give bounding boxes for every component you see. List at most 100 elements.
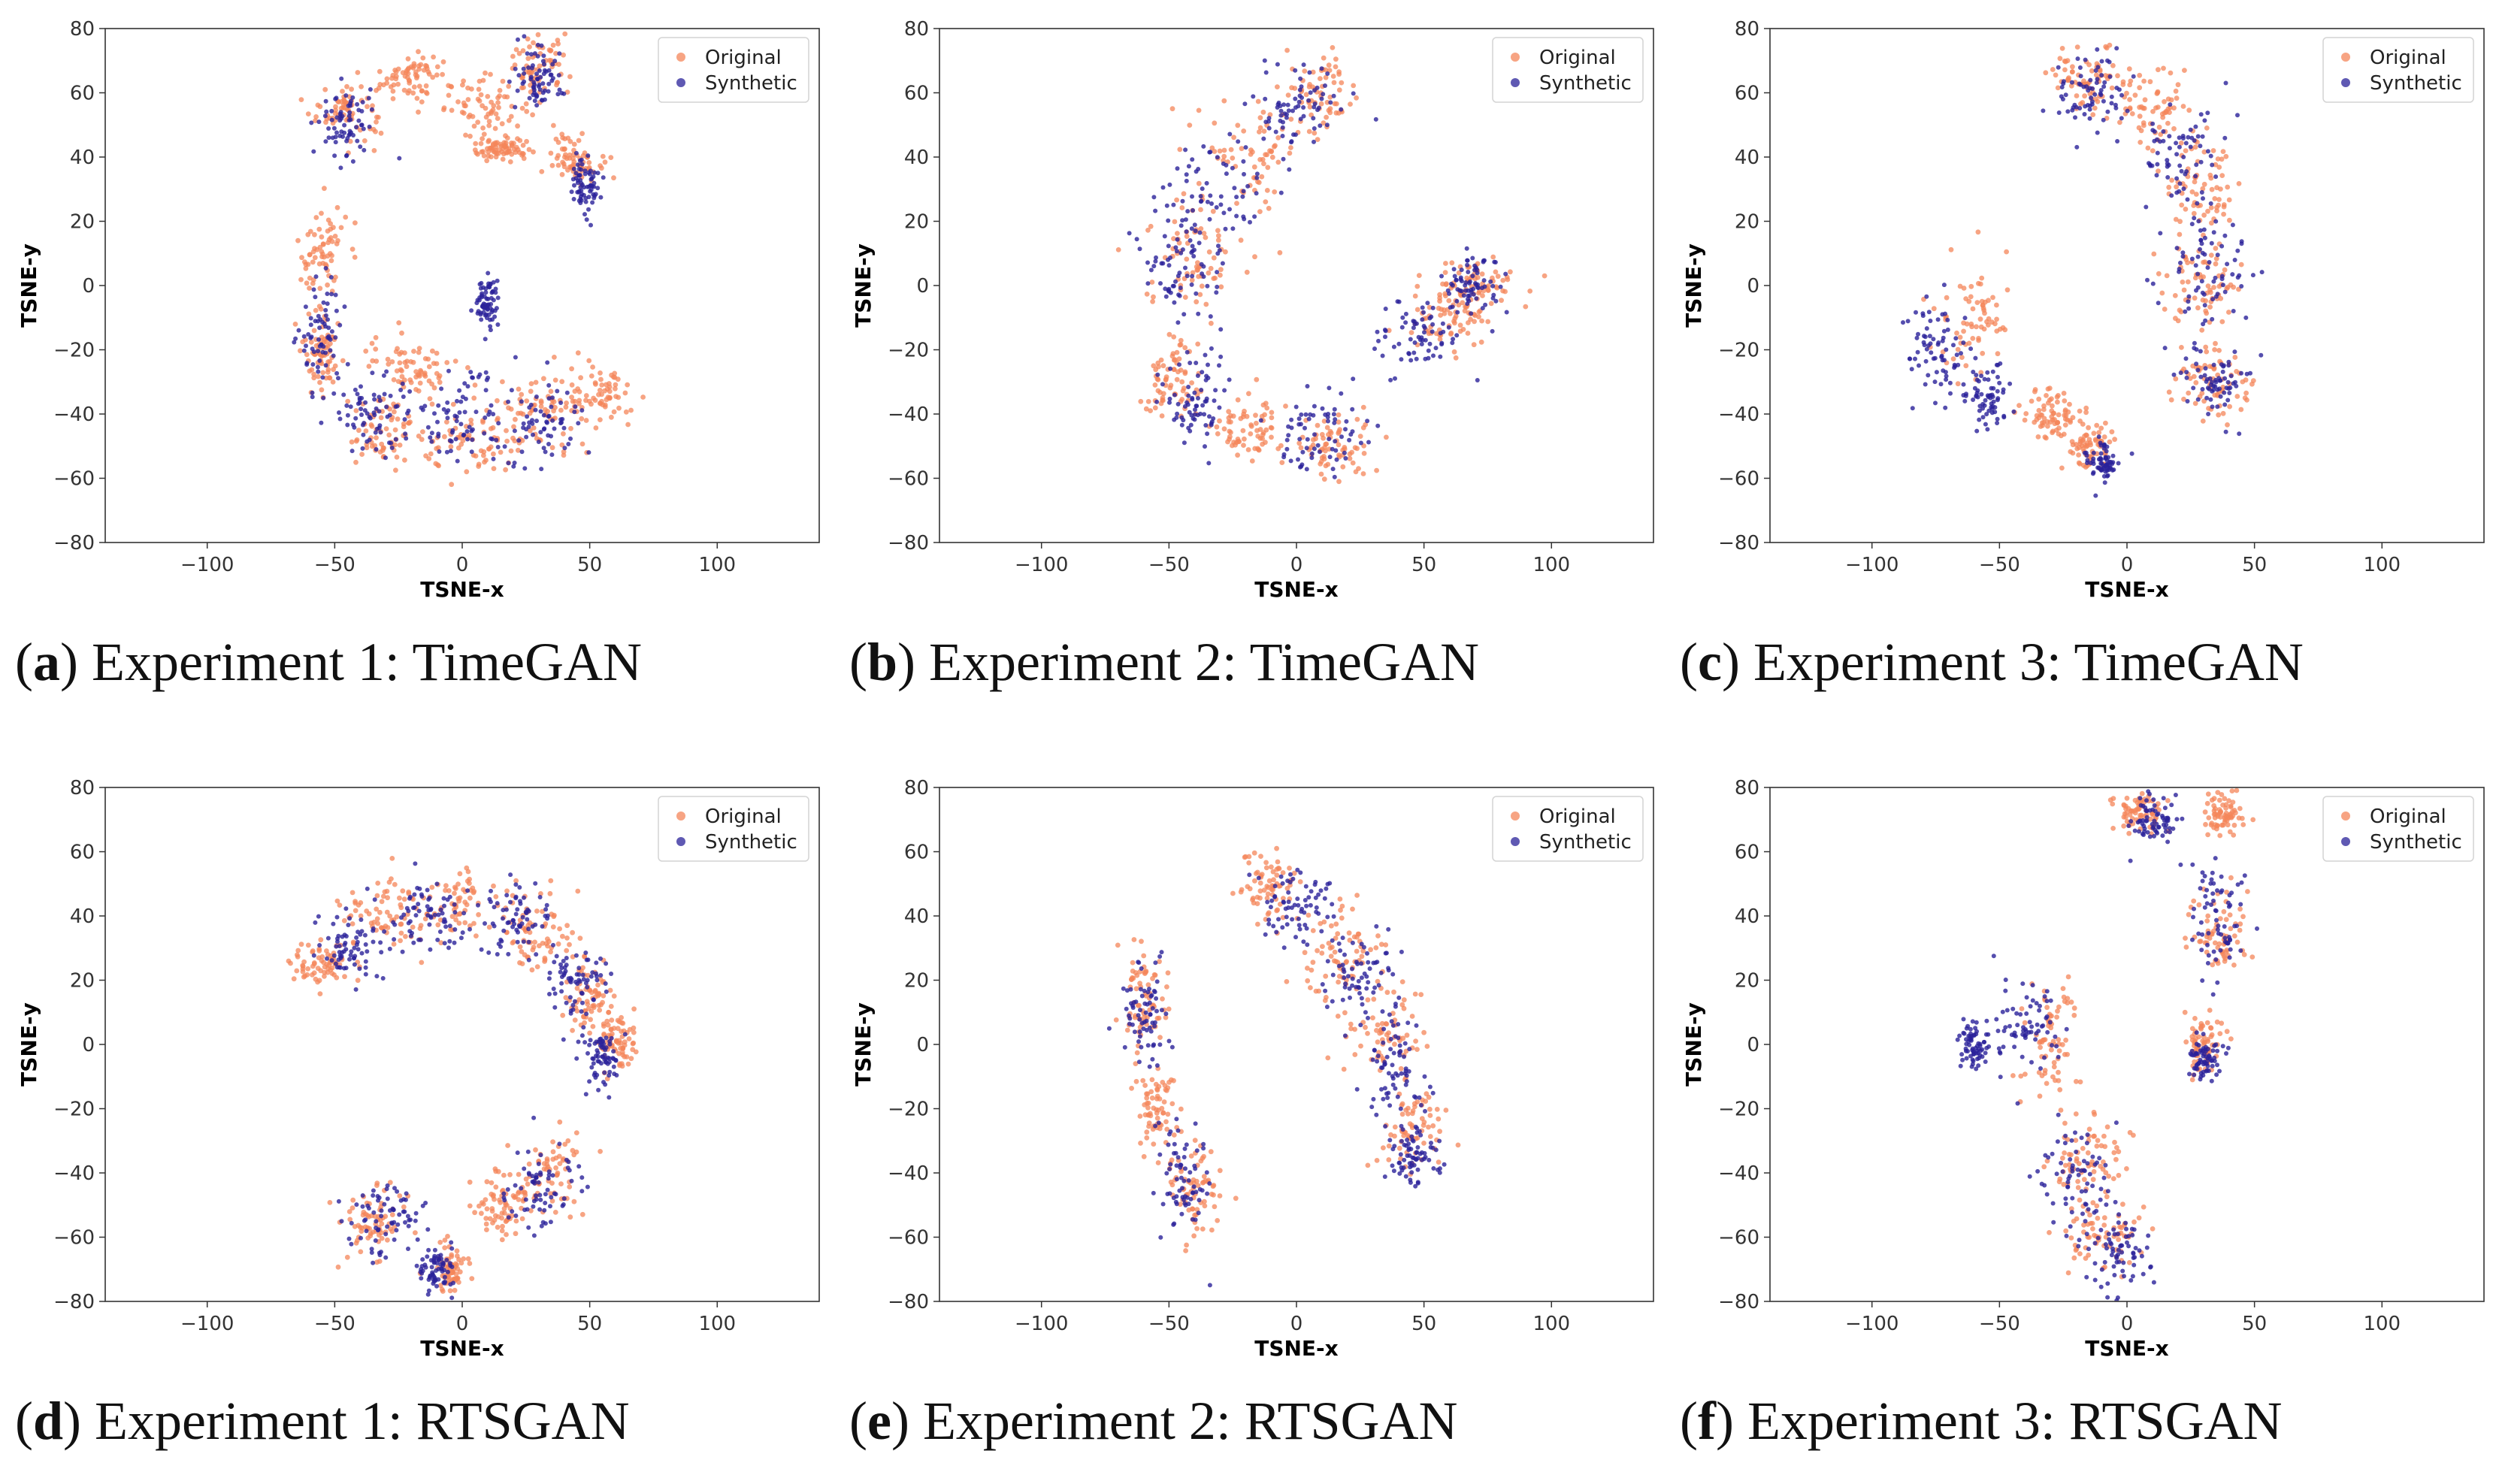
point-original bbox=[567, 74, 573, 80]
point-original bbox=[615, 376, 621, 382]
point-original bbox=[446, 92, 452, 98]
point-synthetic bbox=[406, 920, 411, 926]
point-synthetic bbox=[579, 1189, 585, 1194]
point-synthetic bbox=[428, 906, 434, 911]
point-synthetic bbox=[2186, 294, 2192, 299]
x-axis-label: TSNE-x bbox=[1254, 577, 1339, 602]
point-synthetic bbox=[360, 1204, 365, 1209]
point-original bbox=[2163, 110, 2169, 115]
point-synthetic bbox=[2088, 103, 2092, 108]
point-synthetic bbox=[574, 972, 579, 977]
point-original bbox=[417, 926, 423, 931]
point-original bbox=[538, 891, 543, 896]
point-original bbox=[1321, 120, 1327, 126]
point-synthetic bbox=[331, 921, 336, 926]
point-synthetic bbox=[2202, 235, 2207, 240]
y-tick-label: 60 bbox=[70, 83, 95, 105]
point-synthetic bbox=[1975, 388, 1980, 393]
point-synthetic bbox=[1343, 427, 1348, 432]
point-original bbox=[1257, 115, 1263, 121]
y-tick-label: −40 bbox=[53, 1162, 95, 1185]
point-synthetic bbox=[465, 888, 470, 893]
point-synthetic bbox=[1334, 457, 1339, 462]
point-original bbox=[2192, 295, 2198, 301]
point-synthetic bbox=[1285, 102, 1290, 107]
point-synthetic bbox=[343, 93, 349, 98]
point-synthetic bbox=[363, 972, 368, 977]
point-original bbox=[387, 913, 393, 919]
point-original bbox=[454, 1275, 460, 1281]
point-original bbox=[574, 985, 580, 991]
point-synthetic bbox=[2001, 390, 2006, 395]
point-synthetic bbox=[2161, 129, 2166, 134]
point-synthetic bbox=[1278, 113, 1284, 118]
point-synthetic bbox=[323, 313, 328, 318]
y-tick-label: −40 bbox=[53, 403, 95, 426]
point-original bbox=[631, 1040, 637, 1046]
point-original bbox=[304, 352, 310, 358]
point-synthetic bbox=[316, 914, 321, 919]
point-synthetic bbox=[501, 916, 505, 921]
point-original bbox=[344, 83, 349, 89]
point-original bbox=[402, 74, 408, 79]
point-original bbox=[1284, 47, 1290, 53]
point-original bbox=[379, 441, 385, 447]
point-synthetic bbox=[1463, 280, 1469, 285]
legend-label-synthetic: Synthetic bbox=[1539, 72, 1632, 95]
point-original bbox=[1448, 330, 1454, 336]
point-synthetic bbox=[435, 937, 440, 942]
point-synthetic bbox=[1202, 412, 1207, 417]
point-original bbox=[2165, 120, 2171, 126]
point-original bbox=[2110, 62, 2116, 68]
point-original bbox=[442, 434, 447, 440]
point-original bbox=[444, 360, 450, 365]
point-original bbox=[431, 361, 437, 366]
point-synthetic bbox=[438, 907, 443, 912]
point-synthetic bbox=[382, 391, 387, 397]
point-synthetic bbox=[428, 947, 433, 952]
point-synthetic bbox=[1234, 213, 1239, 219]
point-original bbox=[310, 277, 316, 283]
point-original bbox=[419, 99, 425, 105]
point-original bbox=[369, 443, 375, 449]
point-original bbox=[1321, 55, 1327, 61]
legend-label-original: Original bbox=[705, 47, 782, 69]
point-original bbox=[552, 1210, 558, 1215]
point-original bbox=[495, 1224, 501, 1230]
point-synthetic bbox=[1199, 388, 1204, 392]
point-original bbox=[305, 942, 311, 948]
point-synthetic bbox=[379, 950, 384, 955]
point-synthetic bbox=[515, 907, 520, 912]
point-original bbox=[489, 154, 494, 160]
point-original bbox=[554, 156, 560, 162]
point-synthetic bbox=[1308, 90, 1313, 95]
point-original bbox=[450, 401, 456, 407]
point-synthetic bbox=[1989, 407, 1995, 412]
point-synthetic bbox=[2219, 277, 2225, 282]
point-synthetic bbox=[1192, 222, 1197, 228]
point-synthetic bbox=[1178, 250, 1184, 255]
point-original bbox=[398, 930, 404, 936]
point-synthetic bbox=[550, 62, 555, 67]
point-original bbox=[519, 1216, 525, 1222]
point-synthetic bbox=[1941, 283, 1947, 288]
point-synthetic bbox=[495, 322, 501, 327]
point-synthetic bbox=[335, 939, 340, 945]
point-original bbox=[1977, 281, 1983, 287]
point-synthetic bbox=[329, 117, 334, 122]
y-tick-label: −80 bbox=[53, 1291, 95, 1313]
point-original bbox=[475, 96, 481, 102]
point-original bbox=[1266, 205, 1272, 211]
point-original bbox=[550, 1139, 555, 1144]
point-original bbox=[2138, 140, 2144, 145]
point-synthetic bbox=[2007, 381, 2013, 386]
point-synthetic bbox=[359, 917, 364, 922]
point-synthetic bbox=[369, 1247, 374, 1252]
point-original bbox=[1177, 147, 1183, 153]
point-synthetic bbox=[2090, 86, 2095, 91]
point-synthetic bbox=[496, 421, 501, 426]
point-synthetic bbox=[425, 904, 430, 909]
point-synthetic bbox=[1153, 208, 1158, 213]
point-synthetic bbox=[397, 156, 402, 161]
point-original bbox=[402, 457, 407, 463]
